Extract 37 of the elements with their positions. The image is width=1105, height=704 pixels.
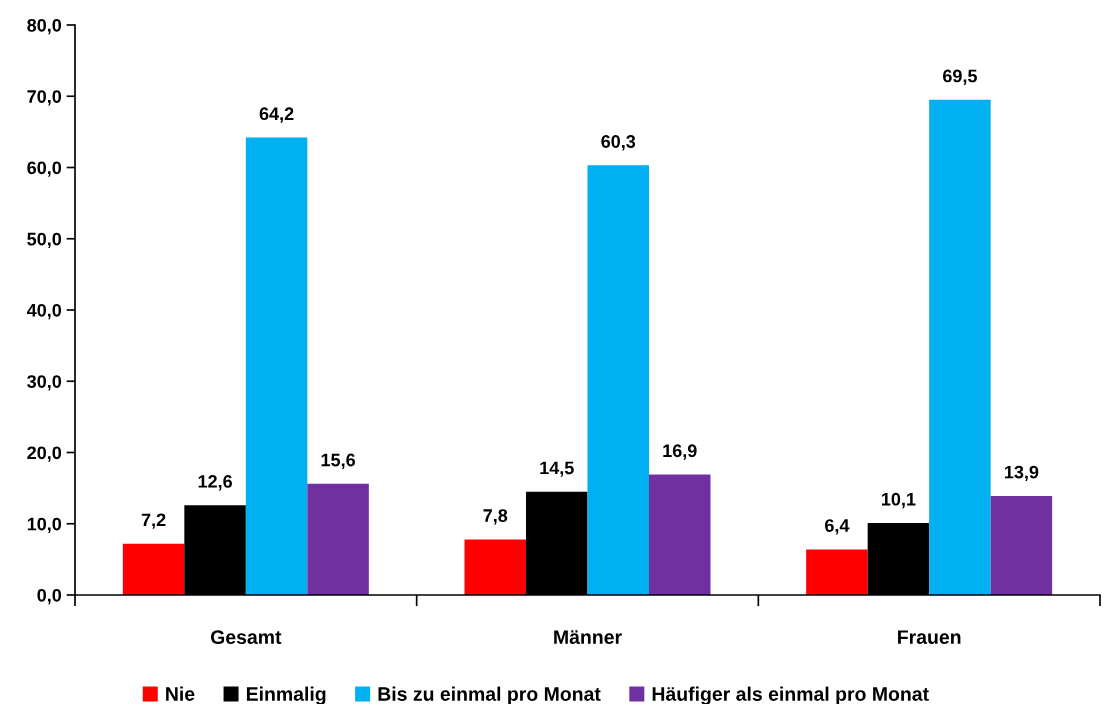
data-label: 60,3 (601, 135, 636, 151)
bar (587, 165, 649, 595)
data-label: 69,5 (943, 69, 977, 85)
bar (990, 495, 1053, 595)
y-tick-label: 20,0 (27, 446, 62, 462)
y-tick-label: 70,0 (27, 90, 62, 106)
data-label: 7,8 (483, 509, 508, 525)
y-tick-label: 50,0 (27, 232, 62, 249)
data-label: 12,6 (198, 474, 232, 491)
legend-label: Einmalig (246, 686, 326, 704)
y-tick-label: 0,0 (37, 588, 62, 605)
legend-label: Bis zu einmal pro Monat (378, 686, 601, 704)
x-tick-label: Frauen (898, 630, 961, 644)
data-label: 10,1 (881, 492, 916, 509)
bar (464, 539, 526, 595)
bar (245, 137, 308, 595)
data-label: 13,9 (1004, 465, 1039, 482)
legend-label: Häufiger als einmal pro Monat (652, 686, 929, 704)
y-tick-label: 60,0 (27, 161, 62, 177)
y-tick-label: 40,0 (26, 303, 62, 320)
y-tick-label: 10,0 (27, 517, 62, 534)
y-tick-label: 80,0 (27, 18, 62, 35)
legend-label: Nie (166, 686, 195, 701)
data-label: 15,6 (321, 453, 355, 470)
data-label: 16,9 (663, 444, 697, 460)
data-label: 64,2 (259, 107, 294, 123)
x-tick-label: Gesamt (210, 630, 282, 644)
bar (122, 543, 185, 595)
data-label: 14,5 (540, 461, 574, 477)
y-tick-label: 30,0 (27, 375, 62, 391)
data-label: 7,2 (141, 513, 166, 529)
data-label: 6,4 (825, 519, 850, 535)
x-tick-label: Männer (554, 630, 622, 644)
bar (929, 99, 991, 595)
bar (649, 474, 711, 595)
bar (307, 483, 369, 595)
bar (806, 549, 868, 595)
